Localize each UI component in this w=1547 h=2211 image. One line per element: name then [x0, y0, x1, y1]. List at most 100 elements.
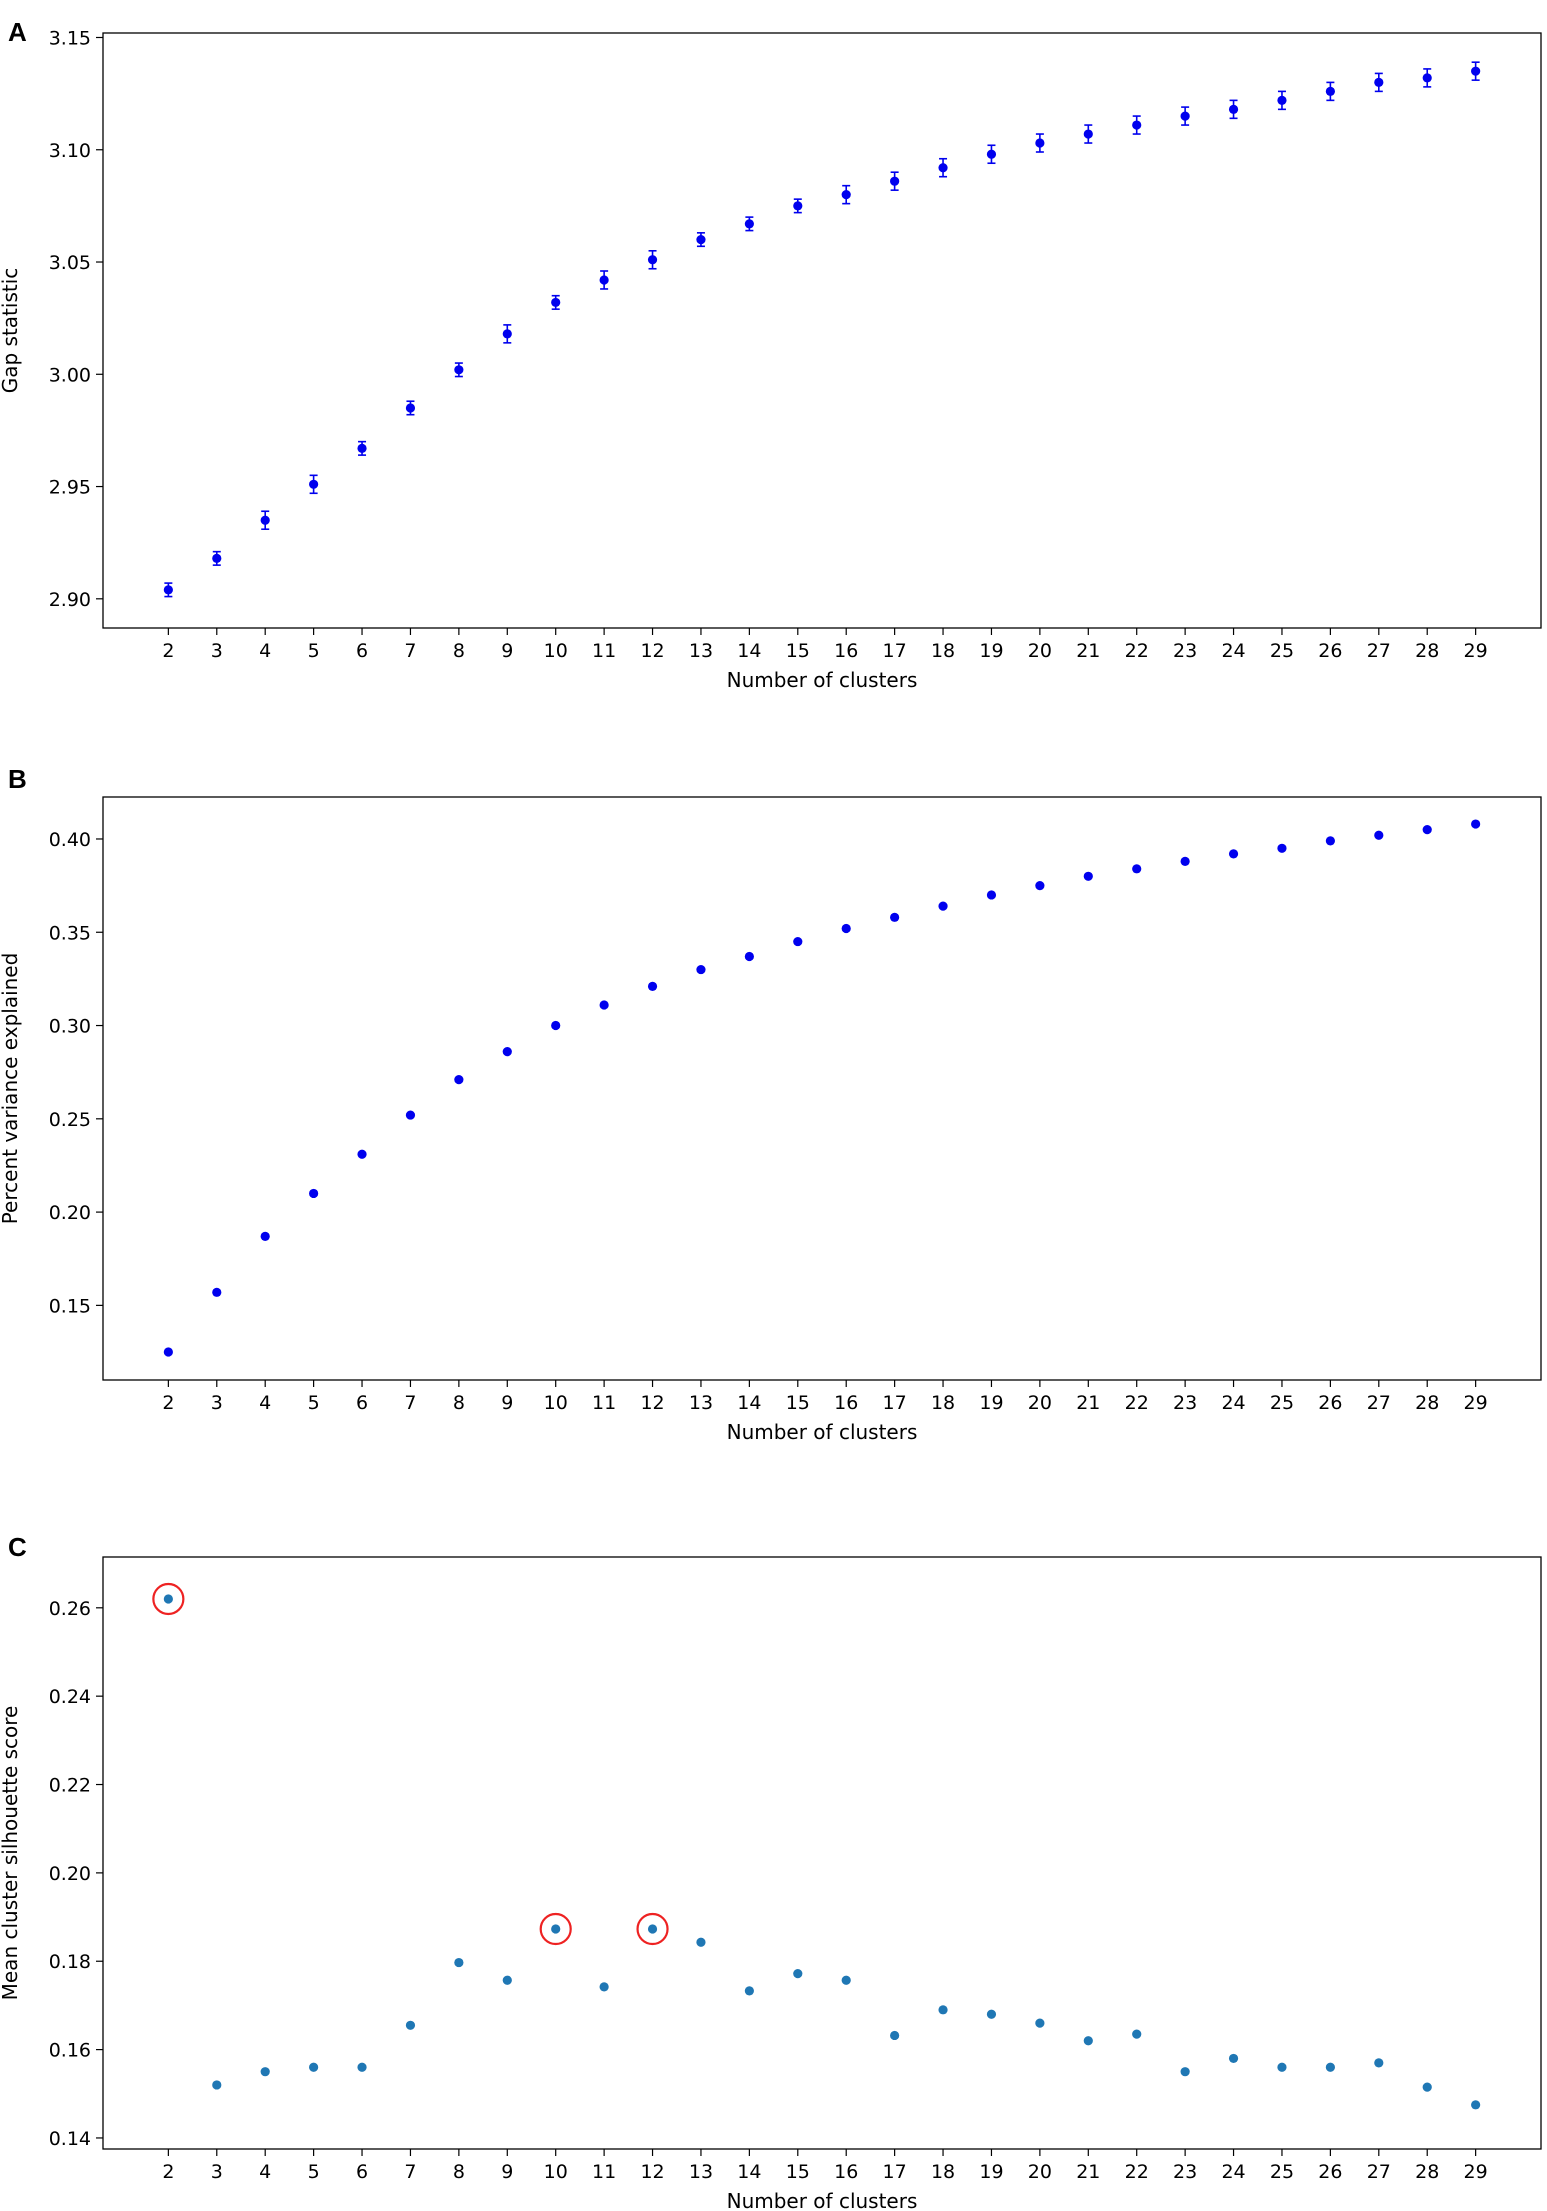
data-point: [647, 255, 658, 265]
y-tick-label: 0.14: [49, 2128, 91, 2150]
y-tick-label: 3.00: [49, 364, 91, 386]
x-tick-label: 16: [834, 640, 858, 662]
data-point: [1374, 2058, 1384, 2068]
data-point: [454, 365, 464, 375]
x-axis-title: Number of clusters: [727, 2189, 918, 2211]
data-point: [1277, 95, 1287, 105]
x-tick-label: 19: [979, 640, 1003, 662]
y-tick-label: 0.20: [49, 1863, 91, 1885]
highlight-ring: [539, 1912, 572, 1946]
data-point: [502, 1047, 512, 1057]
y-tick-label: 0.25: [49, 1109, 91, 1131]
data-point: [551, 297, 561, 308]
data-point: [405, 1110, 416, 1120]
x-tick-label: 11: [592, 640, 616, 662]
x-tick-label: 8: [453, 2161, 465, 2183]
data-point: [841, 923, 851, 934]
x-tick-label: 5: [308, 640, 320, 662]
data-point: [986, 149, 997, 159]
data-point: [1180, 2067, 1190, 2077]
x-tick-label: 28: [1415, 640, 1439, 662]
x-tick-label: 10: [544, 640, 568, 662]
data-point: [551, 1924, 561, 1934]
data-point: [599, 1982, 609, 1992]
y-tick-label: 0.30: [49, 1016, 91, 1038]
y-tick-label: 0.18: [49, 1951, 91, 1973]
x-tick-label: 16: [834, 2161, 858, 2183]
data-point: [1228, 849, 1239, 859]
data-point: [1180, 111, 1190, 121]
y-tick-label: 3.10: [49, 140, 91, 162]
data-point: [890, 912, 900, 922]
y-tick-label: 0.35: [49, 922, 91, 944]
data-point: [1083, 2036, 1093, 2046]
data-point: [890, 176, 900, 186]
data-point: [1180, 856, 1190, 866]
data-point: [1035, 881, 1045, 891]
data-point: [1325, 2062, 1335, 2072]
x-tick-label: 10: [544, 2161, 568, 2183]
data-point: [1083, 129, 1093, 139]
data-point: [744, 951, 754, 962]
x-tick-label: 6: [356, 2161, 368, 2183]
x-tick-label: 9: [501, 640, 513, 662]
data-point: [1374, 830, 1384, 840]
data-point: [1132, 120, 1142, 130]
y-tick-label: 0.40: [49, 829, 91, 851]
data-point: [841, 190, 851, 200]
data-point: [1228, 2053, 1239, 2064]
data-point: [163, 1347, 173, 1357]
data-point: [405, 403, 416, 413]
x-tick-label: 12: [640, 2161, 664, 2183]
data-point: [938, 163, 948, 173]
x-tick-label: 12: [640, 1392, 664, 1414]
x-tick-label: 23: [1173, 1392, 1197, 1414]
x-tick-label: 29: [1464, 640, 1488, 662]
y-tick-label: 2.95: [49, 477, 91, 499]
x-tick-label: 2: [162, 640, 174, 662]
x-tick-label: 21: [1076, 1392, 1100, 1414]
data-point: [1035, 138, 1045, 148]
data-point: [986, 890, 997, 900]
data-point: [212, 2080, 222, 2090]
x-tick-label: 7: [404, 2161, 416, 2183]
x-tick-label: 27: [1367, 2161, 1391, 2183]
x-tick-label: 24: [1221, 2161, 1245, 2183]
x-tick-label: 20: [1028, 640, 1052, 662]
x-tick-label: 14: [737, 1392, 761, 1414]
x-tick-label: 18: [931, 2161, 955, 2183]
x-tick-label: 26: [1318, 640, 1342, 662]
panel-a: A2 3 4 5 6 7 8 9 10 11 12 13 14 15 16 17 18 19 20 21 22 23 24 2…: [0, 17, 1542, 692]
x-tick-label: 7: [404, 640, 416, 662]
x-tick-label: 3: [211, 640, 223, 662]
data-point: [696, 234, 706, 245]
y-tick-label: 2.90: [49, 589, 91, 611]
x-tick-label: 9: [501, 1392, 513, 1414]
x-tick-label: 5: [308, 2161, 320, 2183]
data-point: [938, 901, 948, 911]
data-point: [357, 443, 367, 453]
data-point: [1374, 77, 1384, 87]
data-point: [309, 1188, 319, 1199]
data-point: [1228, 104, 1239, 114]
x-tick-label: 4: [259, 1392, 271, 1414]
data-point: [1083, 871, 1093, 881]
data-point: [986, 2009, 997, 2019]
y-tick-label: 0.24: [49, 1686, 91, 1708]
data-point: [890, 2030, 900, 2041]
data-point: [502, 329, 512, 339]
data-point: [793, 201, 803, 211]
data-point: [551, 1020, 561, 1031]
x-tick-label: 26: [1318, 1392, 1342, 1414]
x-tick-label: 17: [883, 640, 907, 662]
data-point: [309, 479, 319, 489]
x-tick-label: 12: [640, 640, 664, 662]
panel-letter: B: [8, 764, 27, 794]
data-point: [163, 1594, 173, 1604]
plot-frame: [102, 1556, 1542, 2150]
data-point: [357, 2062, 367, 2072]
x-tick-label: 2: [162, 2161, 174, 2183]
x-tick-label: 3: [211, 2161, 223, 2183]
x-tick-label: 29: [1464, 1392, 1488, 1414]
